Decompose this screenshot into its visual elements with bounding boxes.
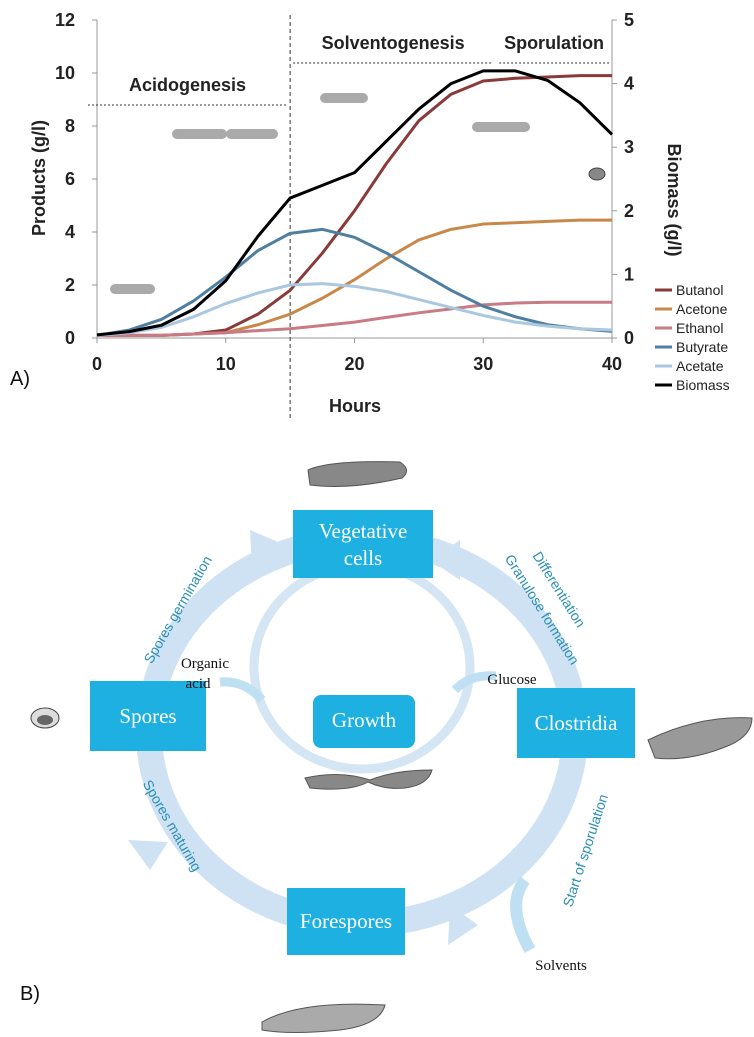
phase-label: Acidogenesis xyxy=(129,75,246,95)
label: Organic xyxy=(181,656,229,672)
legend-label: Butanol xyxy=(676,282,723,298)
panel-label: B) xyxy=(20,983,40,1005)
x-label: Hours xyxy=(329,396,381,416)
y-tick-label: 2 xyxy=(65,275,75,295)
cell-icon xyxy=(472,122,530,132)
node-label: Vegetative xyxy=(319,519,408,543)
legend-label: Acetone xyxy=(676,301,728,317)
y-tick-label: 8 xyxy=(65,116,75,136)
y-tick-label: 6 xyxy=(65,169,75,189)
cell-icon xyxy=(308,462,407,487)
y-tick-label: 4 xyxy=(65,222,75,242)
figure: 024681012012345010203040HoursProducts (g… xyxy=(0,0,754,1037)
y2-label: Biomass (g/l) xyxy=(664,143,684,256)
cell-icon xyxy=(648,718,752,759)
y-tick-label: 10 xyxy=(55,63,75,83)
x-tick-label: 40 xyxy=(602,354,622,374)
cycle-diagram xyxy=(31,462,752,1033)
phase-label: Solventogenesis xyxy=(322,33,465,53)
cell-icon xyxy=(172,129,227,139)
cell-icon xyxy=(262,1004,385,1032)
cell-icon xyxy=(110,284,155,294)
cell-icon xyxy=(320,93,368,103)
y-tick-label: 12 xyxy=(55,10,75,30)
spore-icon xyxy=(37,715,53,725)
label: Glucose xyxy=(487,672,536,688)
series-line xyxy=(97,71,612,335)
x-tick-label: 0 xyxy=(92,354,102,374)
series-line xyxy=(97,76,612,336)
solvents-arrow xyxy=(516,880,530,950)
y2-tick-label: 4 xyxy=(624,74,634,94)
label: acid xyxy=(186,676,211,692)
x-tick-label: 20 xyxy=(344,354,364,374)
legend-label: Butyrate xyxy=(676,339,728,355)
node-label: Spores xyxy=(119,704,176,728)
y2-tick-label: 0 xyxy=(624,328,634,348)
node-label: cells xyxy=(344,546,382,570)
y2-tick-label: 1 xyxy=(624,264,634,284)
label: Solvents xyxy=(535,958,587,974)
x-tick-label: 30 xyxy=(473,354,493,374)
legend-label: Biomass xyxy=(676,377,730,393)
cell-icon xyxy=(589,168,605,180)
y-label: Products (g/l) xyxy=(29,120,49,236)
node-label: Growth xyxy=(332,708,397,732)
phase-label: Sporulation xyxy=(504,33,604,53)
y2-tick-label: 5 xyxy=(624,10,634,30)
x-tick-label: 10 xyxy=(216,354,236,374)
arrowhead xyxy=(128,840,168,870)
y2-tick-label: 3 xyxy=(624,137,634,157)
node-label: Forespores xyxy=(300,909,392,933)
panel-label: A) xyxy=(10,368,30,390)
legend-label: Ethanol xyxy=(676,320,723,336)
series-line xyxy=(97,284,612,336)
y2-tick-label: 2 xyxy=(624,201,634,221)
legend-label: Acetate xyxy=(676,358,724,374)
y-tick-label: 0 xyxy=(65,328,75,348)
cell-icon xyxy=(226,129,278,139)
node-label: Clostridia xyxy=(535,711,619,735)
